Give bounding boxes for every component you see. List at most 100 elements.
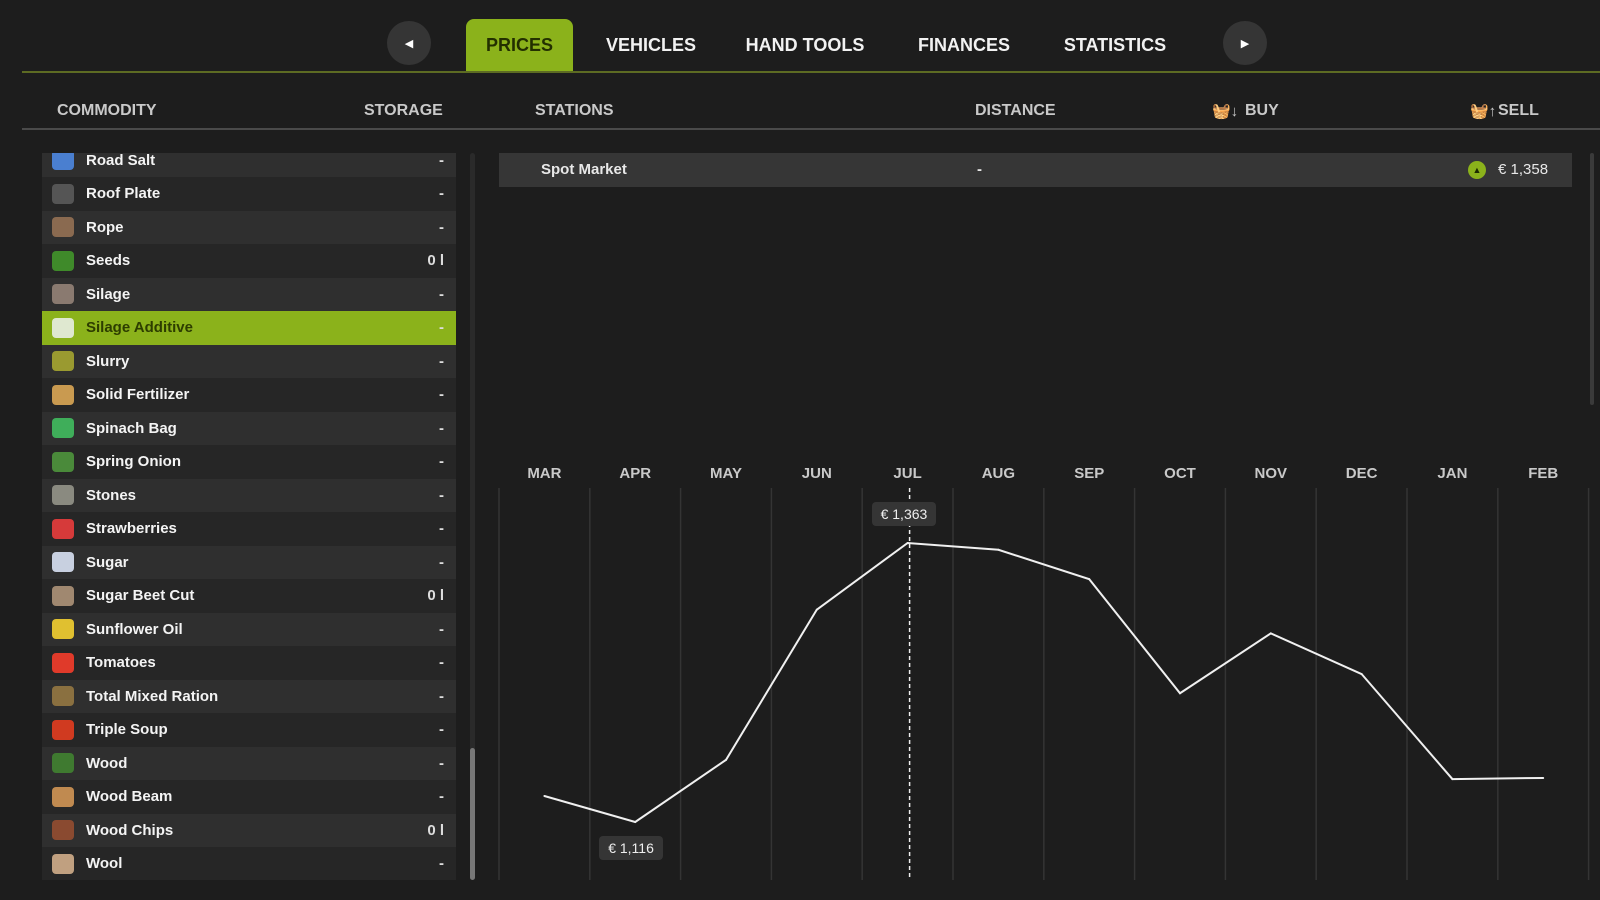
month-label: JUN [802, 465, 832, 482]
commodity-row[interactable]: Strawberries - [42, 512, 456, 546]
data-point [1088, 578, 1091, 581]
commodity-name: Silage [86, 285, 131, 303]
total-mixed-ration-icon [52, 686, 74, 707]
commodity-row[interactable]: Road Salt - [42, 153, 456, 177]
commodity-row[interactable]: Slurry - [42, 344, 456, 378]
station-row-spot-market[interactable]: Spot Market - ▲ € 1,358 [499, 153, 1572, 187]
tab-finances[interactable]: FINANCES [918, 34, 1011, 55]
sunflower-oil-icon [52, 619, 74, 640]
price-line [544, 541, 1544, 824]
list-scrollbar-thumb[interactable] [470, 748, 475, 880]
commodity-name: Triple Soup [86, 721, 168, 739]
commodity-row[interactable]: Spring Onion - [42, 445, 456, 479]
list-scrollbar-track[interactable] [470, 153, 475, 880]
commodity-storage: - [439, 553, 444, 571]
wood-beam-icon [52, 786, 74, 807]
seeds-icon [52, 250, 74, 271]
commodity-row[interactable]: Solid Fertilizer - [42, 378, 456, 412]
commodity-name: Wood Chips [86, 821, 174, 839]
tab-prices[interactable]: PRICES [466, 19, 573, 71]
prev-tab-button[interactable]: ◀ [387, 21, 431, 65]
road-salt-icon [52, 153, 74, 171]
silage-additive-icon [52, 317, 74, 338]
header-buy[interactable]: BUY [1245, 102, 1279, 119]
trend-up-icon: ▲ [1468, 161, 1486, 179]
tab-statistics[interactable]: STATISTICS [1063, 34, 1167, 55]
commodity-name: Sunflower Oil [86, 620, 183, 638]
commodity-row[interactable]: Sugar - [42, 545, 456, 579]
commodity-row[interactable]: Silage - [42, 277, 456, 311]
commodity-storage: - [439, 319, 444, 337]
wood-icon [52, 753, 74, 774]
commodity-storage: - [439, 185, 444, 203]
month-label: JUL [893, 465, 921, 482]
commodity-list: Road Salt - Roof Plate - Rope - Seeds 0 l Silage… [42, 153, 456, 880]
commodity-name: Total Mixed Ration [86, 687, 219, 705]
commodity-storage: 0 l [427, 587, 444, 605]
station-distance: - [977, 161, 982, 178]
commodity-row[interactable]: Triple Soup - [42, 713, 456, 747]
month-label: MAY [710, 465, 742, 482]
header-sell[interactable]: SELL [1498, 102, 1539, 119]
commodity-row[interactable]: Silage Additive - [42, 311, 456, 345]
commodity-row[interactable]: Roof Plate - [42, 177, 456, 211]
basket-down-icon: 🧺↓ [1212, 103, 1239, 120]
silage-icon [52, 284, 74, 305]
basket-up-icon: 🧺↑ [1470, 103, 1497, 120]
commodity-row[interactable]: Rope - [42, 210, 456, 244]
data-point [906, 542, 909, 544]
data-point [1360, 673, 1363, 676]
commodity-name: Sugar Beet Cut [86, 587, 195, 605]
commodity-name: Stones [86, 486, 137, 504]
spinach-bag-icon [52, 418, 74, 439]
commodity-name: Strawberries [86, 520, 177, 538]
commodity-row[interactable]: Wool - [42, 847, 456, 880]
data-point [1451, 778, 1454, 781]
commodity-name: Spinach Bag [86, 419, 177, 437]
commodity-name: Wood [86, 754, 128, 772]
commodity-row[interactable]: Seeds 0 l [42, 244, 456, 278]
commodity-storage: - [439, 352, 444, 370]
commodity-row[interactable]: Spinach Bag - [42, 411, 456, 445]
wool-icon [52, 853, 74, 874]
commodity-row[interactable]: Total Mixed Ration - [42, 679, 456, 713]
commodity-row[interactable]: Sugar Beet Cut 0 l [42, 579, 456, 613]
commodity-row[interactable]: Wood Chips 0 l [42, 813, 456, 847]
tomatoes-icon [52, 652, 74, 673]
data-point [725, 758, 727, 761]
month-label: AUG [982, 465, 1015, 482]
triangle-right-icon: ▶ [1240, 37, 1250, 50]
commodity-row[interactable]: Wood Beam - [42, 780, 456, 814]
commodity-storage: - [439, 486, 444, 504]
header-distance: DISTANCE [975, 102, 1056, 119]
month-label: OCT [1164, 465, 1196, 482]
commodity-storage: - [439, 754, 444, 772]
commodity-storage: 0 l [427, 252, 444, 270]
solid-fertilizer-icon [52, 384, 74, 405]
slurry-icon [52, 351, 74, 372]
commodity-name: Seeds [86, 252, 131, 270]
wood-chips-icon [52, 820, 74, 841]
tab-hand-tools[interactable]: HAND TOOLS [745, 34, 865, 55]
stations-scrollbar[interactable] [1590, 153, 1594, 405]
commodity-name: Wool [86, 855, 123, 873]
tab-vehicles[interactable]: VEHICLES [605, 34, 697, 55]
next-tab-button[interactable]: ▶ [1223, 21, 1267, 65]
commodity-row[interactable]: Wood - [42, 746, 456, 780]
station-name: Spot Market [541, 161, 627, 178]
sell-price: € 1,358 [1498, 161, 1549, 178]
triangle-left-icon: ◀ [404, 37, 414, 50]
commodity-row[interactable]: Tomatoes - [42, 646, 456, 680]
data-point [997, 548, 1000, 551]
commodity-row[interactable]: Stones - [42, 478, 456, 512]
roof-plate-icon [52, 183, 74, 204]
commodity-name: Road Salt [86, 153, 156, 169]
month-label: MAR [527, 465, 561, 482]
data-point [1179, 692, 1181, 695]
commodity-storage: - [439, 453, 444, 471]
data-point [634, 821, 637, 823]
commodity-name: Tomatoes [86, 654, 156, 672]
commodity-row[interactable]: Sunflower Oil - [42, 612, 456, 646]
header-storage: STORAGE [364, 102, 443, 119]
